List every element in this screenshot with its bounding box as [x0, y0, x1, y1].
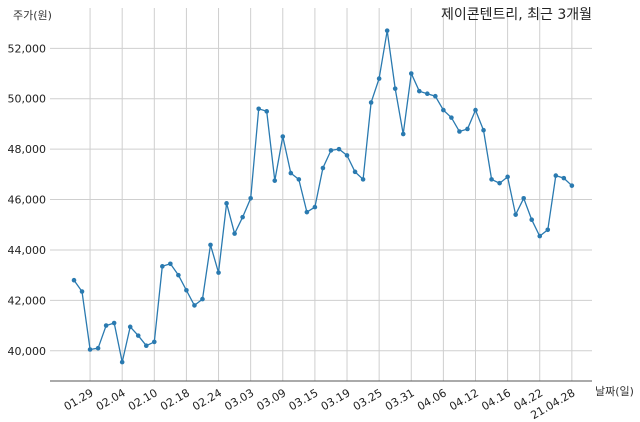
data-point: [537, 233, 543, 239]
data-point: [200, 296, 205, 302]
x-tick-label: 03.19: [319, 386, 353, 413]
data-point: [240, 214, 245, 220]
x-tick-label: 03.15: [287, 386, 321, 413]
data-point: [545, 227, 551, 233]
data-point: [465, 126, 470, 132]
y-tick-label: 50,000: [8, 93, 47, 106]
data-point: [79, 289, 85, 294]
y-tick-labels: 40,000 42,000 44,000 46,000 48,000 50,000 52,0…: [8, 42, 47, 357]
data-point: [320, 165, 326, 171]
data-point: [272, 178, 278, 183]
data-point: [312, 204, 318, 210]
data-point: [433, 93, 438, 99]
data-point: [216, 270, 221, 275]
x-tick-label: 03.09: [255, 386, 289, 413]
y-axis-label: 주가(원): [13, 9, 52, 22]
y-tick-label: 52,000: [8, 42, 47, 55]
data-point: [392, 86, 398, 91]
x-axis-label: 날짜(일): [595, 384, 634, 398]
data-point: [176, 272, 181, 278]
series-line: [73, 30, 573, 363]
data-point: [160, 264, 165, 269]
data-point: [505, 174, 510, 180]
data-point: [449, 115, 454, 120]
data-point: [569, 183, 575, 188]
data-point: [95, 345, 101, 351]
data-point: [304, 209, 310, 215]
x-tick-label: 04.12: [447, 386, 481, 413]
data-point: [481, 127, 486, 133]
y-tick-label: 42,000: [8, 294, 47, 307]
data-point: [529, 217, 535, 223]
x-tick-label: 04.06: [415, 386, 449, 413]
data-point: [111, 320, 117, 326]
data-point: [119, 359, 125, 365]
data-point: [344, 153, 350, 158]
data-point: [400, 131, 406, 137]
data-point: [184, 287, 189, 293]
chart-title: 제이콘텐트리, 최근 3개월: [441, 7, 592, 23]
data-point: [192, 303, 197, 308]
data-point: [408, 71, 414, 76]
data-point: [457, 129, 462, 134]
data-point: [232, 231, 237, 236]
x-tick-label: 03.25: [351, 386, 385, 413]
data-point: [248, 195, 253, 201]
data-point: [208, 242, 213, 248]
data-point: [425, 91, 430, 96]
data-point: [103, 323, 109, 328]
x-tick-label: 02.24: [190, 386, 224, 413]
data-point: [264, 109, 270, 114]
x-tick-label: 02.18: [158, 386, 192, 413]
data-point: [360, 177, 366, 182]
x-tick-label: 03.31: [383, 386, 417, 413]
data-point: [376, 76, 382, 81]
data-point: [497, 180, 502, 186]
data-point: [168, 261, 173, 267]
data-point: [561, 175, 567, 181]
x-tick-label: 02.10: [126, 386, 160, 413]
data-point: [280, 134, 286, 139]
x-tick-label: 03.03: [222, 386, 256, 413]
data-point: [489, 177, 494, 182]
data-point: [87, 347, 93, 352]
data-point: [416, 88, 422, 94]
data-point: [336, 146, 342, 152]
data-point: [441, 107, 446, 113]
x-tick-labels: 01.2902.0402.1002.1802.2403.0303.0903.15…: [62, 386, 578, 422]
data-point: [256, 106, 261, 112]
y-tick-label: 40,000: [8, 345, 47, 358]
data-point: [143, 343, 149, 349]
y-tick-label: 48,000: [8, 143, 47, 156]
x-tick-label: 02.04: [94, 386, 128, 413]
data-point: [368, 100, 374, 105]
y-tick-label: 44,000: [8, 244, 47, 257]
x-tick-label: 04.16: [479, 386, 513, 413]
data-point: [224, 201, 229, 206]
data-point: [71, 277, 77, 283]
data-point: [127, 324, 133, 330]
y-tick-label: 46,000: [8, 194, 47, 207]
data-point: [135, 333, 141, 338]
data-point: [553, 173, 559, 178]
data-point: [328, 148, 334, 153]
data-point: [473, 107, 478, 113]
x-tick-label: 01.29: [62, 386, 96, 413]
data-point: [521, 195, 526, 201]
data-point: [296, 177, 302, 182]
data-point: [384, 28, 390, 33]
data-point: [152, 339, 157, 345]
data-point: [513, 212, 518, 217]
data-point: [288, 170, 294, 176]
price-series: [71, 28, 575, 365]
data-point: [352, 169, 358, 175]
